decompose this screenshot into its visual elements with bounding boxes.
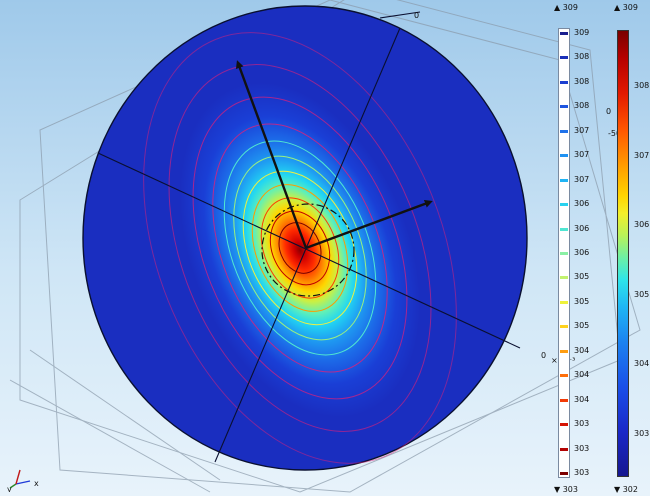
contour-level-label: 306 [574,199,590,209]
contour-lines [143,32,457,464]
color-legend-tick: 308 [634,81,650,90]
triad-y-label: y [7,485,12,492]
color-legend-tick: 307 [634,150,650,160]
contour-legend-min: ▼ 303 [554,485,578,494]
contour-level-swatch [560,154,568,158]
contour-level-label: 303 [574,443,590,453]
axis-zero-label: 0 [606,107,612,116]
contour-level-label: 305 [574,272,590,282]
axis-zero-label: 0 [541,351,547,360]
principal-arrows [235,60,433,250]
contour-level-swatch [560,300,568,304]
contour-level-label: 303 [574,419,590,429]
contour-level-swatch [560,227,568,231]
contour-level-swatch [560,32,568,35]
triad-x-label: x [34,479,39,488]
contour-level-label: 305 [574,321,590,331]
section-lines [97,11,521,463]
contour-level-swatch [560,252,568,255]
contour-level-label: 304 [574,394,590,404]
temperature-disc[interactable] [80,0,540,496]
contour-level-swatch [560,472,568,475]
contour-level-label: 308 [574,101,590,111]
color-legend-max: ▲ 309 [614,3,638,12]
contour-level-swatch [560,325,568,329]
color-legend-min: ▼ 302 [614,485,638,494]
contour-level-swatch [560,398,568,402]
contour-level-swatch [560,447,568,451]
contour-level-swatch [560,56,568,60]
contour-level-label: 307 [574,174,590,184]
color-legend-tick: 306 [634,220,650,229]
contour-level-label: 306 [574,223,590,233]
color-legend-tick: 303 [634,428,650,438]
contour-level-swatch [560,203,568,207]
contour-level-label: 305 [574,296,590,306]
contour-level-label: 309 [574,28,590,37]
contour-level-label: 303 [574,468,590,477]
contour-level-label: 304 [574,370,590,380]
contour-level-label: 306 [574,248,590,257]
color-legend-tick: 304 [634,359,650,368]
contour-level-label: 308 [574,76,590,86]
contour-level-swatch [560,423,568,427]
contour-level-label: 307 [574,125,590,135]
contour-level-swatch [560,129,568,133]
contour-legend [558,28,570,478]
axis-value-label: -50 [608,129,622,138]
contour-level-swatch [560,80,568,84]
contour-legend-max: ▲ 309 [554,3,578,12]
contour-level-swatch [560,105,568,109]
contour-level-swatch [560,178,568,182]
contour-level-swatch [560,276,568,280]
contour-level-label: 304 [574,345,590,355]
color-legend-tick: 305 [634,289,650,299]
axis-triad: x y [7,469,39,492]
axis-zero-label: 0 [414,11,420,20]
contour-level-label: 308 [574,52,590,62]
color-legend-bar [617,30,629,477]
contour-level-swatch [560,349,568,353]
contour-level-swatch [560,374,568,378]
contour-level-label: 307 [574,150,590,160]
